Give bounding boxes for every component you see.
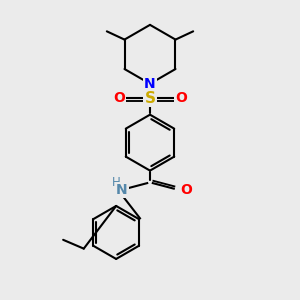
Text: O: O <box>180 183 192 197</box>
Text: H: H <box>112 176 121 189</box>
Text: O: O <box>175 92 187 106</box>
Text: N: N <box>116 183 128 197</box>
Text: N: N <box>144 77 156 91</box>
Text: S: S <box>145 91 155 106</box>
Text: O: O <box>113 92 125 106</box>
